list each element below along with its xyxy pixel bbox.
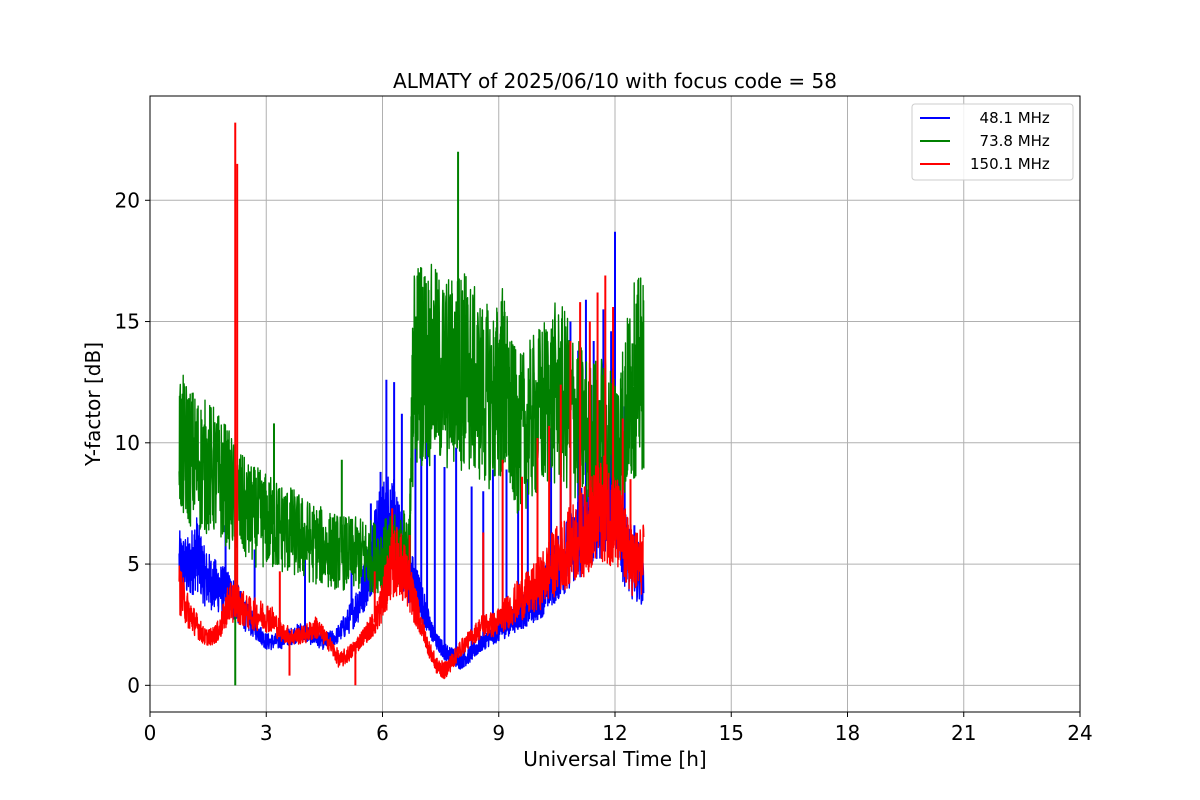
y-tick-label: 0: [127, 673, 140, 697]
legend-entry: 73.8 MHz: [970, 132, 1050, 150]
y-tick-label: 15: [115, 310, 140, 334]
x-tick-label: 0: [144, 721, 157, 745]
series-line: [178, 263, 645, 594]
y-tick-label: 10: [115, 431, 140, 455]
x-tick-label: 15: [719, 721, 744, 745]
series-line: [178, 455, 645, 680]
y-tick-label: 5: [127, 552, 140, 576]
legend: 48.1 MHz 73.8 MHz 150.1 MHz: [911, 103, 1074, 181]
legend-entry: 150.1 MHz: [970, 155, 1050, 173]
series-2: [178, 122, 645, 686]
chart-title: ALMATY of 2025/06/10 with focus code = 5…: [393, 69, 837, 93]
y-tick-label: 20: [115, 188, 140, 212]
series-layer: [178, 122, 645, 686]
axis-ticks: 0 3 6 9 12 15 18 21 24 0 5 10 15 20: [115, 188, 1093, 745]
x-tick-label: 12: [602, 721, 627, 745]
x-tick-label: 18: [835, 721, 860, 745]
x-tick-label: 21: [951, 721, 976, 745]
x-tick-label: 9: [492, 721, 505, 745]
x-axis-label: Universal Time [h]: [523, 747, 706, 771]
x-tick-label: 6: [376, 721, 389, 745]
legend-box: [911, 103, 1074, 181]
legend-entry: 48.1 MHz: [970, 109, 1050, 127]
y-axis-label: Y-factor [dB]: [81, 342, 105, 467]
x-tick-label: 24: [1067, 721, 1092, 745]
x-tick-label: 3: [260, 721, 273, 745]
